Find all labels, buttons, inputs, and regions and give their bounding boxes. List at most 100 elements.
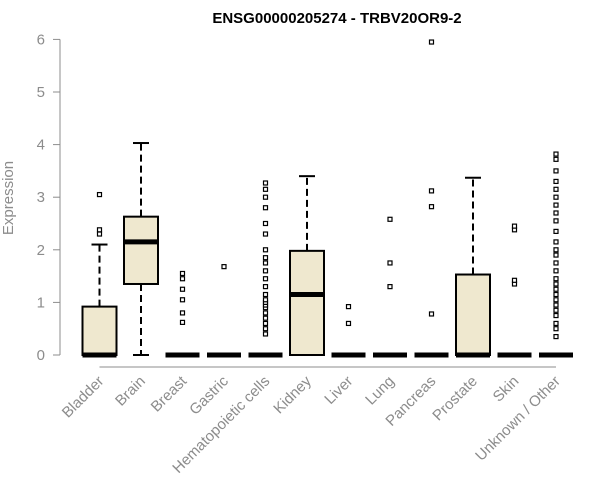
outlier-point (179, 310, 186, 316)
outlier-point (345, 320, 352, 327)
x-tick-label: Liver (321, 373, 356, 408)
box-group (455, 176, 491, 358)
axes: 0 1 2 3 4 5 6 (37, 31, 556, 368)
outlier-point (553, 210, 559, 216)
outlier-point (553, 168, 559, 174)
outlier-point (553, 320, 559, 327)
outlier-point (553, 218, 559, 224)
outlier-point (553, 239, 559, 245)
x-tick-label: Kidney (270, 372, 315, 417)
outlier-point (553, 202, 559, 208)
outlier-point (262, 247, 269, 253)
outlier-point (511, 277, 518, 283)
outlier-point (553, 151, 559, 157)
outlier-point (553, 247, 559, 253)
outlier-point (262, 231, 269, 237)
outlier-point (553, 291, 559, 298)
outlier-point (553, 281, 559, 287)
outlier-point (553, 194, 559, 200)
outlier-point (387, 260, 393, 266)
outlier-point (553, 302, 559, 308)
x-tick-label: Skin (490, 373, 523, 406)
outlier-point (179, 286, 186, 292)
outlier-point (553, 297, 559, 303)
x-tick-label: Lung (362, 373, 398, 409)
y-tick-label: 6 (37, 31, 45, 48)
box-iqr (289, 249, 325, 357)
outlier-point (262, 255, 269, 261)
x-tick-label: Breast (148, 372, 191, 415)
outlier-point (262, 297, 269, 303)
box-group (414, 39, 449, 358)
y-axis-label: Expression (0, 161, 17, 235)
outlier-point (96, 231, 103, 237)
y-tick-label: 0 (37, 347, 45, 364)
outlier-point (553, 228, 559, 234)
outlier-point (179, 319, 186, 325)
box-iqr (123, 215, 159, 285)
box-group (248, 180, 283, 358)
y-tick-label: 5 (37, 84, 45, 101)
outlier-point (262, 276, 269, 282)
outlier-point (387, 216, 393, 222)
outlier-point (96, 191, 103, 198)
outlier-point (553, 260, 559, 266)
outlier-point (221, 264, 227, 270)
outlier-point (179, 297, 186, 303)
outlier-point (262, 205, 269, 211)
outlier-point (553, 286, 559, 292)
box-group (123, 142, 159, 356)
outlier-point (553, 186, 559, 192)
outlier-point (262, 315, 269, 321)
outlier-point (179, 270, 186, 277)
outlier-point (553, 268, 559, 274)
y-tick-label: 4 (37, 137, 45, 154)
outlier-point (262, 186, 269, 192)
outlier-point (262, 220, 269, 227)
box-group (289, 175, 325, 357)
outlier-point (262, 284, 269, 290)
outlier-point (262, 260, 269, 266)
outlier-point (387, 284, 393, 290)
outlier-point (553, 333, 559, 340)
boxes (81, 39, 573, 358)
box-group (497, 223, 532, 358)
box-iqr (81, 305, 118, 356)
outlier-point (179, 276, 186, 282)
box-group (539, 151, 573, 358)
chart-title: ENSG00000205274 - TRBV20OR9-2 (212, 10, 461, 27)
x-tick-label: Brain (112, 373, 149, 410)
outlier-point (262, 268, 269, 274)
outlier-point (262, 331, 269, 337)
outlier-point (511, 223, 518, 229)
outlier-point (262, 326, 269, 332)
box-group (373, 216, 407, 358)
outlier-point (553, 307, 559, 313)
box-group (81, 191, 118, 358)
outlier-point (262, 194, 269, 200)
outlier-point (262, 291, 269, 298)
outlier-point (428, 188, 435, 194)
y-tick-label: 3 (37, 189, 45, 206)
x-tick-label: Bladder (59, 373, 108, 422)
outlier-point (553, 326, 559, 332)
x-tick-label: Prostate (429, 373, 481, 425)
outlier-point (262, 180, 269, 186)
outlier-point (96, 227, 103, 233)
outlier-point (553, 312, 559, 319)
box-group (207, 264, 241, 358)
outlier-point (262, 320, 269, 327)
outlier-point (553, 252, 559, 258)
outlier-point (553, 276, 559, 282)
box-group (331, 304, 366, 358)
outlier-point (553, 156, 559, 162)
outlier-point (553, 178, 559, 185)
y-tick-label: 2 (37, 242, 45, 259)
box-iqr (455, 273, 491, 356)
outlier-point (262, 310, 269, 316)
y-tick-label: 1 (37, 294, 45, 311)
outlier-point (428, 204, 435, 210)
outlier-point (428, 39, 435, 45)
